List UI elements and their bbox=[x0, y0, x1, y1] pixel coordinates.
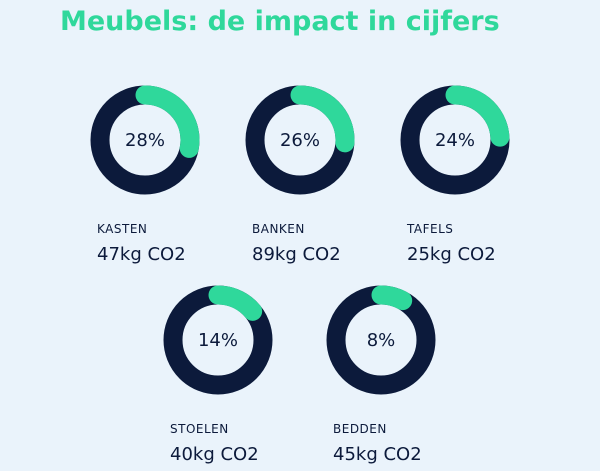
donut-segment bbox=[445, 85, 510, 147]
percent-label: 28% bbox=[125, 130, 165, 151]
co2-label: 89kg CO2 bbox=[252, 244, 341, 265]
chart-title: Meubels: de impact in cijfers bbox=[60, 6, 500, 37]
category-label: TAFELS bbox=[406, 222, 453, 236]
percent-label: 26% bbox=[280, 130, 320, 151]
category-label: BANKEN bbox=[252, 222, 305, 236]
donut-segment bbox=[208, 285, 263, 321]
co2-label: 45kg CO2 bbox=[333, 444, 422, 465]
percent-label: 8% bbox=[367, 330, 396, 351]
donut-segment bbox=[135, 85, 200, 158]
co2-label: 25kg CO2 bbox=[407, 244, 496, 265]
co2-label: 40kg CO2 bbox=[170, 444, 259, 465]
donut-segment bbox=[290, 85, 355, 153]
category-label: KASTEN bbox=[97, 222, 147, 236]
category-label: STOELEN bbox=[170, 422, 229, 436]
donut-segment bbox=[371, 285, 413, 311]
co2-label: 47kg CO2 bbox=[97, 244, 186, 265]
percent-label: 24% bbox=[435, 130, 475, 151]
percent-label: 14% bbox=[198, 330, 238, 351]
category-label: BEDDEN bbox=[333, 422, 387, 436]
